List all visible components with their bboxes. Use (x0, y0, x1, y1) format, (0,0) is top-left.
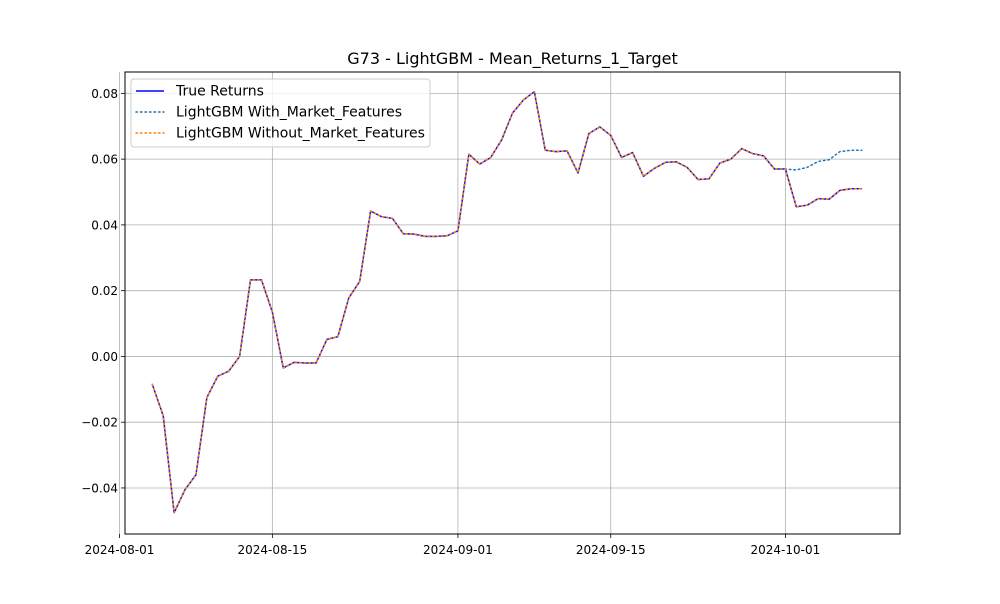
x-tick-label: 2024-08-01 (85, 543, 155, 557)
y-tick-label: 0.04 (91, 218, 118, 232)
plot-frame (124, 71, 901, 535)
y-tick-label: −0.04 (81, 481, 118, 495)
x-tick-label: 2024-09-01 (423, 543, 493, 557)
y-tick-label: 0.02 (91, 284, 118, 298)
legend-label: LightGBM Without_Market_Features (176, 126, 425, 142)
chart-title: G73 - LightGBM - Mean_Returns_1_Target (347, 49, 677, 69)
x-tick-label: 2024-09-15 (576, 543, 646, 557)
y-tick-label: −0.02 (81, 416, 118, 430)
legend-box (130, 78, 431, 148)
x-tick-label: 2024-10-01 (751, 543, 821, 557)
axes: −0.04 −0.02 0.00 0.02 0.04 0.06 0.08 2024-08-01… (81, 87, 820, 557)
y-tick-label: 0.06 (91, 153, 118, 167)
legend: True Returns LightGBM With_Market_Feature… (130, 78, 431, 148)
y-tick-label: 0.08 (91, 87, 118, 101)
legend-label: True Returns (175, 84, 264, 100)
y-tick-label: 0.00 (91, 350, 118, 364)
series-layer (151, 90, 863, 514)
x-tick-label: 2024-08-15 (237, 543, 307, 557)
series-line-3 (151, 90, 863, 514)
legend-label: LightGBM With_Market_Features (176, 105, 402, 121)
